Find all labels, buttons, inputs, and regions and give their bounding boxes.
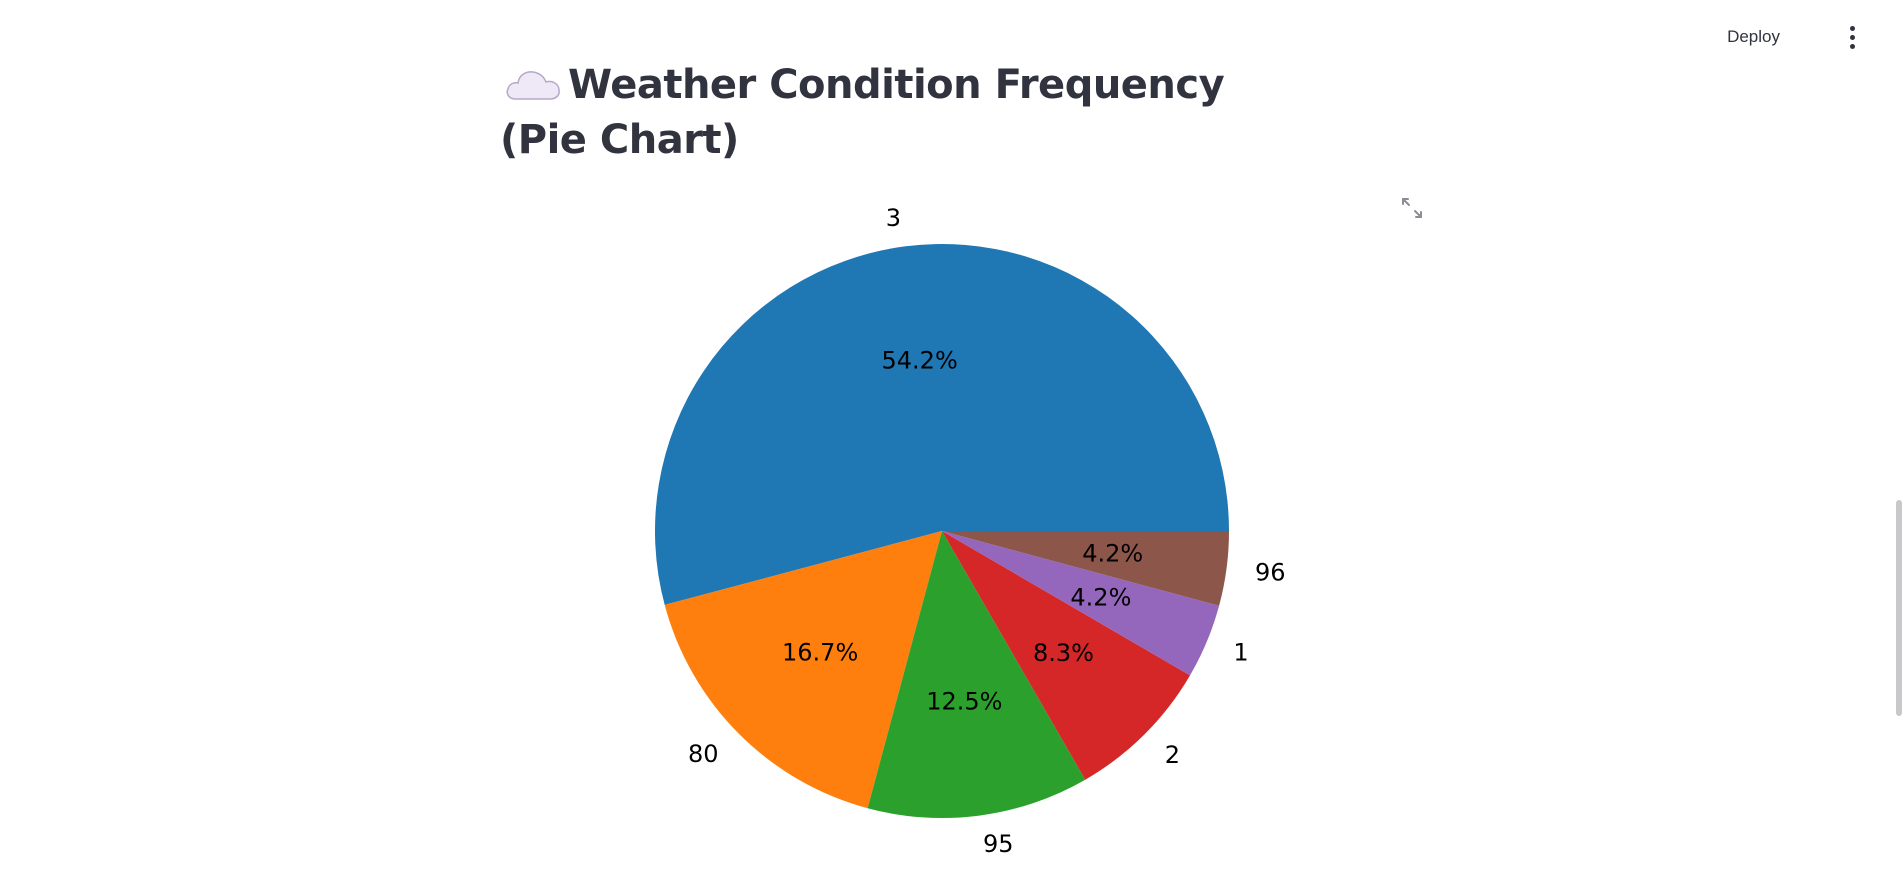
- pie-slice-3: [655, 244, 1229, 605]
- vertical-dots-icon-middle: [1849, 34, 1855, 40]
- pie-category-label: 3: [886, 204, 901, 232]
- cloud-icon: [506, 71, 560, 100]
- pie-slices: [655, 244, 1229, 819]
- pie-labels: 3 54.2% 80 16.7% 95 12.5% 2 8.3% 1 4.2% 96 4.2%: [688, 204, 1285, 858]
- pie-percent-label: 4.2%: [1070, 583, 1131, 611]
- vertical-scrollbar[interactable]: [1896, 500, 1902, 716]
- page-title-text: Weather Condition Frequency (Pie Chart): [500, 62, 1225, 163]
- pie-slice-95: [867, 531, 1086, 819]
- pie-category-label: 1: [1233, 639, 1248, 667]
- pie-percent-label: 4.2%: [1082, 540, 1143, 568]
- pie-percent-label: 12.5%: [926, 688, 1002, 716]
- pie-percent-label: 8.3%: [1033, 639, 1094, 667]
- top-toolbar: Deploy: [0, 0, 1902, 72]
- pie-percent-label: 54.2%: [882, 346, 958, 374]
- pie-slice-1: [942, 531, 1220, 676]
- page-title: Weather Condition Frequency (Pie Chart): [500, 58, 1260, 168]
- pie-category-label: 95: [983, 830, 1014, 858]
- pie-category-label: 96: [1255, 558, 1286, 586]
- expand-icon[interactable]: [1400, 196, 1424, 220]
- pie-slice-80: [664, 531, 942, 809]
- pie-category-label: 80: [688, 740, 719, 768]
- main-menu-button[interactable]: [1836, 20, 1868, 54]
- deploy-button[interactable]: Deploy: [1717, 22, 1790, 52]
- pie-percent-label: 16.7%: [782, 639, 858, 667]
- pie-slice-2: [942, 531, 1191, 780]
- pie-slice-96: [942, 531, 1229, 606]
- vertical-dots-icon: [1849, 25, 1855, 31]
- pie-category-label: 2: [1165, 741, 1180, 769]
- vertical-dots-icon-bottom: [1849, 43, 1855, 49]
